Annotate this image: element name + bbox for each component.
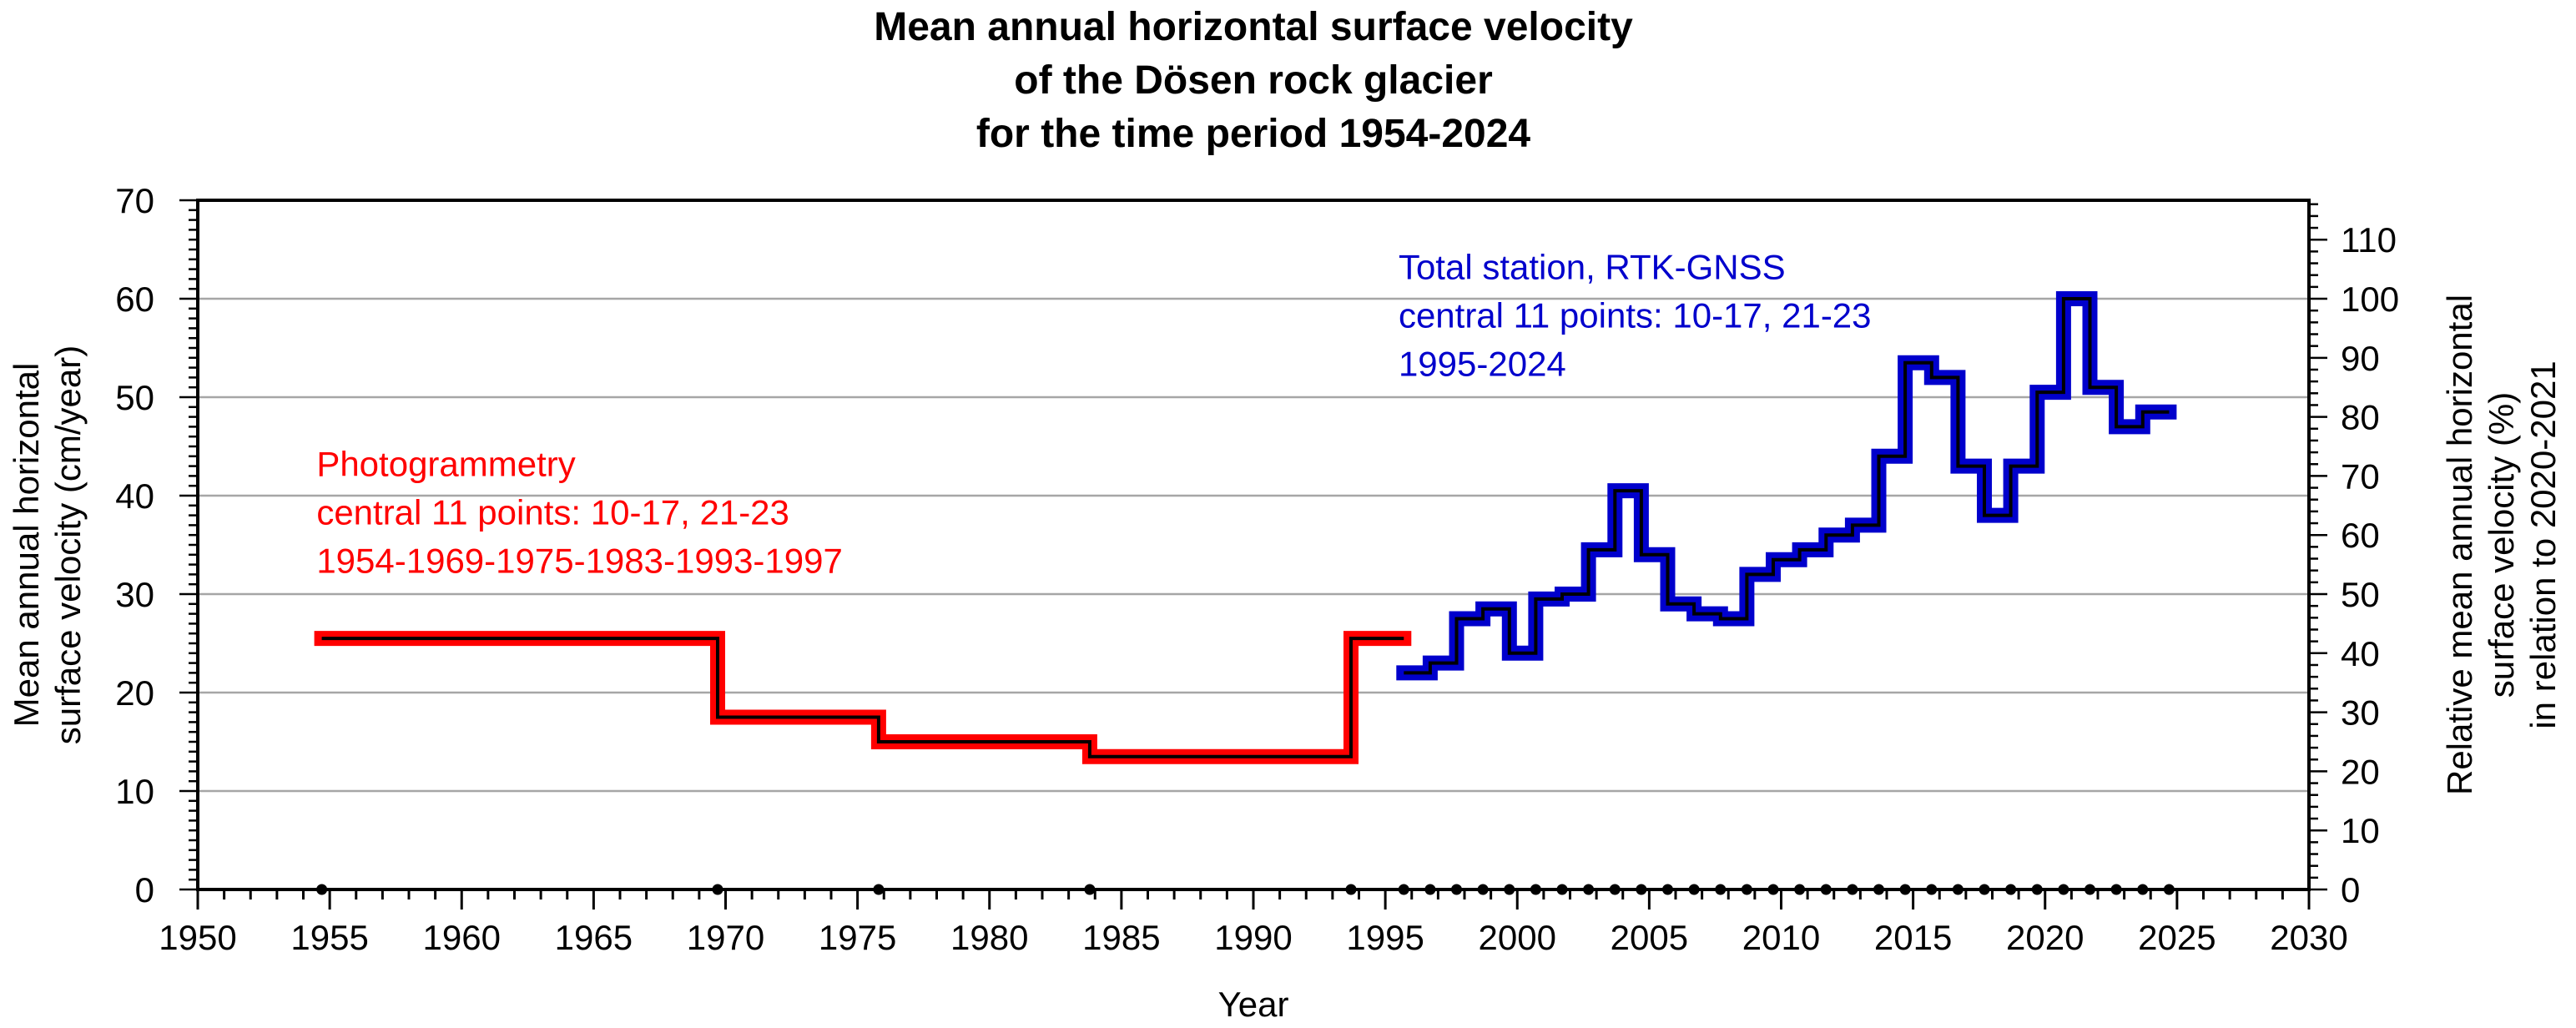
y-axis-right-title-line-3: in relation to 2020-2021 <box>2523 360 2563 728</box>
x-tick-label: 2030 <box>2270 918 2347 957</box>
series-total-station-rtk-gnss-line <box>1404 297 2170 675</box>
series-layer <box>314 291 2177 764</box>
x-tick-label: 2015 <box>1874 918 1952 957</box>
y-left-tick-label: 50 <box>115 378 154 417</box>
y-right-tick-label: 70 <box>2341 456 2380 496</box>
y-right-tick-label: 80 <box>2341 398 2380 437</box>
y-axis-right-title-line-1: Relative mean annual horizontal <box>2440 295 2479 795</box>
x-tick-label: 2010 <box>1742 918 1820 957</box>
y-left-tick-label: 0 <box>135 870 154 910</box>
annotation-line: 1995-2024 <box>1399 344 1566 383</box>
series-photogrammetry-line <box>321 637 1404 758</box>
annotations: Photogrammetry central 11 points: 10-17, … <box>316 247 1871 580</box>
y-right-tick-label: 90 <box>2341 339 2380 378</box>
x-tick-label: 2000 <box>1479 918 1556 957</box>
annotation-photogrammetry: Photogrammetry central 11 points: 10-17, … <box>316 444 843 580</box>
x-tick-label: 1970 <box>687 918 764 957</box>
y-left-tick-label: 60 <box>115 280 154 319</box>
x-tick-label: 2005 <box>1611 918 1688 957</box>
gridlines <box>198 297 2309 793</box>
y-right-tick-label: 60 <box>2341 516 2380 555</box>
x-tick-label: 1995 <box>1346 918 1424 957</box>
x-tick-label: 1975 <box>819 918 896 957</box>
y-right-tick-label: 20 <box>2341 752 2380 791</box>
chart-title-line-2: of the Dösen rock glacier <box>1014 58 1493 103</box>
x-tick-label: 1955 <box>290 918 368 957</box>
annotation-line: 1954-1969-1975-1983-1993-1997 <box>316 541 843 580</box>
y-right-tick-label: 50 <box>2341 575 2380 614</box>
y-axis-right-title-line-2: surface velocity (%) <box>2482 392 2521 698</box>
annotation-line: central 11 points: 10-17, 21-23 <box>1399 295 1872 335</box>
chart-title: Mean annual horizontal surface velocity … <box>874 5 1633 156</box>
annotation-line: Photogrammetry <box>316 444 575 483</box>
y-left-tick-label: 10 <box>115 772 154 811</box>
x-tick-label: 1965 <box>555 918 633 957</box>
x-axis: 1950 1955 1960 1965 1970 1975 1980 1985 1990 1995… <box>159 889 2348 957</box>
x-tick-label: 1950 <box>159 918 236 957</box>
chart-title-line-1: Mean annual horizontal surface velocity <box>874 5 1633 49</box>
y-left-tick-label: 30 <box>115 575 154 614</box>
x-tick-label: 1960 <box>423 918 501 957</box>
chart-title-line-3: for the time period 1954-2024 <box>976 112 1531 156</box>
y-right-tick-label: 110 <box>2341 220 2397 260</box>
y-axis-left-title-line-2: surface velocity (cm/year) <box>48 345 88 744</box>
x-tick-label: 2025 <box>2138 918 2216 957</box>
y-right-tick-label: 30 <box>2341 693 2380 733</box>
y-axis-right-title: Relative mean annual horizontal surface … <box>2440 295 2563 795</box>
y-left-tick-label: 40 <box>115 476 154 516</box>
series-photogrammetry-outline <box>314 631 1412 764</box>
annotation-total-station-rtk-gnss: Total station, RTK-GNSS central 11 points… <box>1399 247 1872 383</box>
y-axis-left-title-line-1: Mean annual horizontal <box>7 363 46 728</box>
y-axis-left-title: Mean annual horizontal surface velocity … <box>7 345 88 744</box>
y-right-tick-label: 0 <box>2341 870 2360 910</box>
annotation-line: central 11 points: 10-17, 21-23 <box>316 492 789 532</box>
x-tick-label: 2020 <box>2006 918 2084 957</box>
y-axis-right: 0 10 20 30 40 50 60 70 80 90 100 110 <box>2309 203 2399 910</box>
x-axis-title: Year <box>1218 985 1289 1024</box>
y-axis-left: 0 10 20 30 40 50 60 70 <box>115 181 198 910</box>
x-tick-label: 1985 <box>1082 918 1160 957</box>
x-tick-label: 1990 <box>1214 918 1292 957</box>
y-right-tick-label: 100 <box>2341 280 2399 319</box>
y-right-tick-label: 40 <box>2341 634 2380 673</box>
y-left-tick-label: 70 <box>115 181 154 220</box>
x-tick-label: 1980 <box>950 918 1028 957</box>
y-left-tick-label: 20 <box>115 673 154 713</box>
y-right-tick-label: 10 <box>2341 811 2380 850</box>
annotation-line: Total station, RTK-GNSS <box>1399 247 1786 286</box>
